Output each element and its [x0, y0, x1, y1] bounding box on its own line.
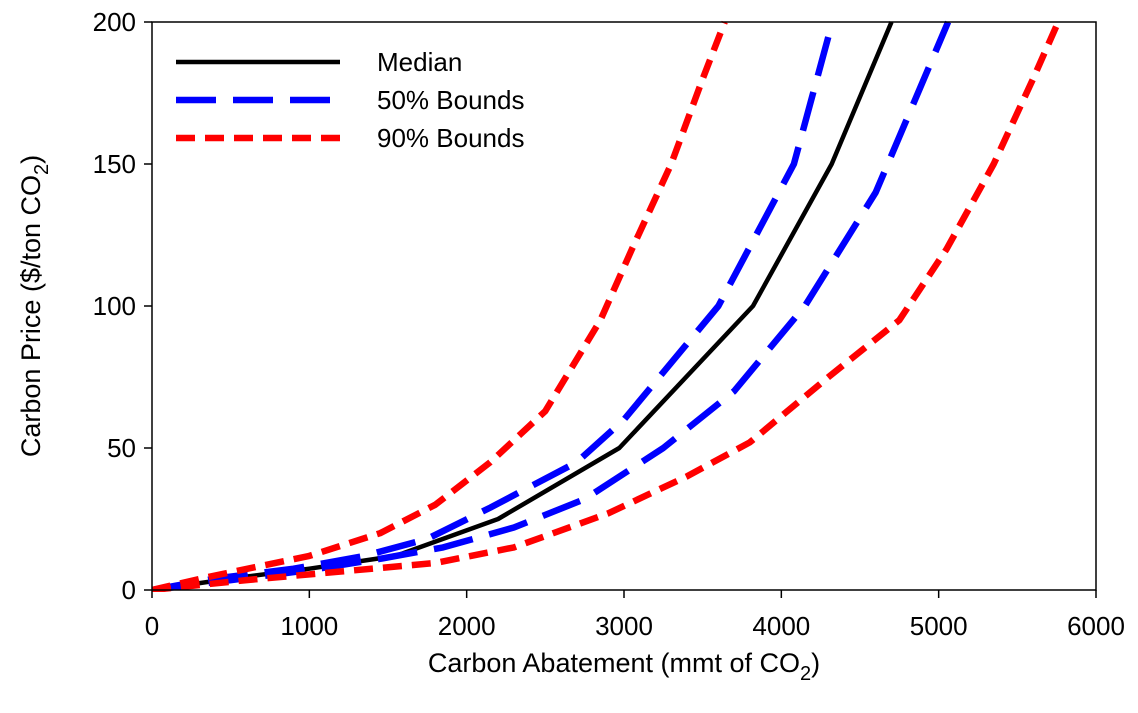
plot-frame	[151, 21, 1097, 591]
x-tick-label: 0	[145, 611, 159, 641]
plot-area	[152, 20, 1062, 592]
y-tick-label: 0	[122, 575, 136, 605]
x-tick-label: 1000	[280, 611, 338, 641]
y-axis-label: Carbon Price ($/ton CO2)	[16, 155, 53, 457]
y-axis-label-tail: )	[16, 155, 46, 164]
legend-label-2: 90% Bounds	[377, 123, 524, 153]
x-tick-label: 5000	[910, 611, 968, 641]
x-tick-label: 2000	[438, 611, 496, 641]
legend-label-1: 50% Bounds	[377, 85, 524, 115]
series-line-0	[152, 21, 894, 592]
series-line-2	[152, 20, 952, 592]
x-axis-label-main: Carbon Abatement (mmt of CO	[428, 648, 800, 678]
y-tick-label: 200	[93, 7, 136, 37]
y-tick-label: 50	[107, 433, 136, 463]
series-line-4	[152, 20, 1062, 592]
y-tick-label: 100	[93, 291, 136, 321]
legend-label-0: Median	[377, 47, 462, 77]
y-axis-label-subscript: 2	[31, 164, 53, 175]
x-tick-label: 4000	[752, 611, 810, 641]
y-axis-label-main: Carbon Price ($/ton CO	[16, 175, 46, 457]
x-tick-label: 6000	[1067, 611, 1125, 641]
x-axis-label-subscript: 2	[800, 663, 811, 685]
series-line-3	[152, 20, 728, 592]
axis-ticks: 0 1000 2000 3000 4000 5000 6000 0 50 100 150 200	[93, 7, 1125, 641]
x-tick-label: 3000	[595, 611, 653, 641]
y-tick-label: 150	[93, 149, 136, 179]
series-line-1	[152, 35, 832, 592]
x-axis-label: Carbon Abatement (mmt of CO2)	[428, 648, 820, 685]
legend: Median 50% Bounds 90% Bounds	[176, 47, 524, 153]
x-axis-label-tail: )	[811, 648, 820, 678]
